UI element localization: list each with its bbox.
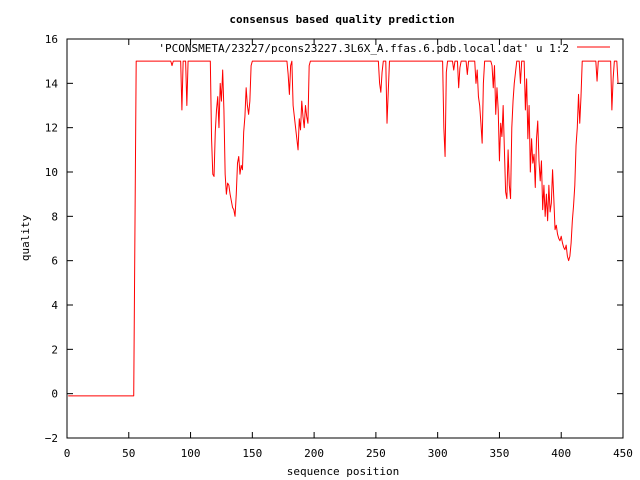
- y-axis-label: quality: [19, 214, 32, 261]
- y-tick-label: 2: [51, 343, 58, 356]
- x-tick-label: 200: [304, 447, 324, 460]
- y-tick-label: 4: [51, 299, 58, 312]
- y-tick-label: 0: [51, 388, 58, 401]
- y-tick-label: 6: [51, 255, 58, 268]
- plot-frame: [66, 38, 624, 439]
- x-tick-label: 300: [428, 447, 448, 460]
- y-tick-label: 10: [45, 166, 58, 179]
- y-tick-label: 8: [51, 210, 58, 223]
- x-tick-label: 0: [64, 447, 71, 460]
- legend-label: 'PCONSMETA/23227/pcons23227.3L6X_A.ffas.…: [158, 42, 569, 55]
- y-tick-label: −2: [45, 432, 58, 445]
- x-tick-label: 150: [242, 447, 262, 460]
- x-tick-label: 350: [490, 447, 510, 460]
- series-group: [68, 60, 619, 397]
- y-tick-label: 16: [45, 33, 58, 46]
- y-tick-label: 12: [45, 122, 58, 135]
- x-tick-label: 250: [366, 447, 386, 460]
- series-line: [68, 60, 619, 397]
- x-tick-label: 450: [613, 447, 633, 460]
- x-tick-label: 50: [122, 447, 135, 460]
- chart-title: consensus based quality prediction: [229, 13, 454, 26]
- axis-ticks: 0 50 100 150 200 250 300 350 400 450 −2 0 2 4 6 8 10 12 14…: [45, 33, 633, 460]
- x-tick-label: 400: [551, 447, 571, 460]
- x-tick-label: 100: [181, 447, 201, 460]
- y-tick-label: 14: [45, 77, 59, 90]
- x-axis-label: sequence position: [287, 465, 400, 478]
